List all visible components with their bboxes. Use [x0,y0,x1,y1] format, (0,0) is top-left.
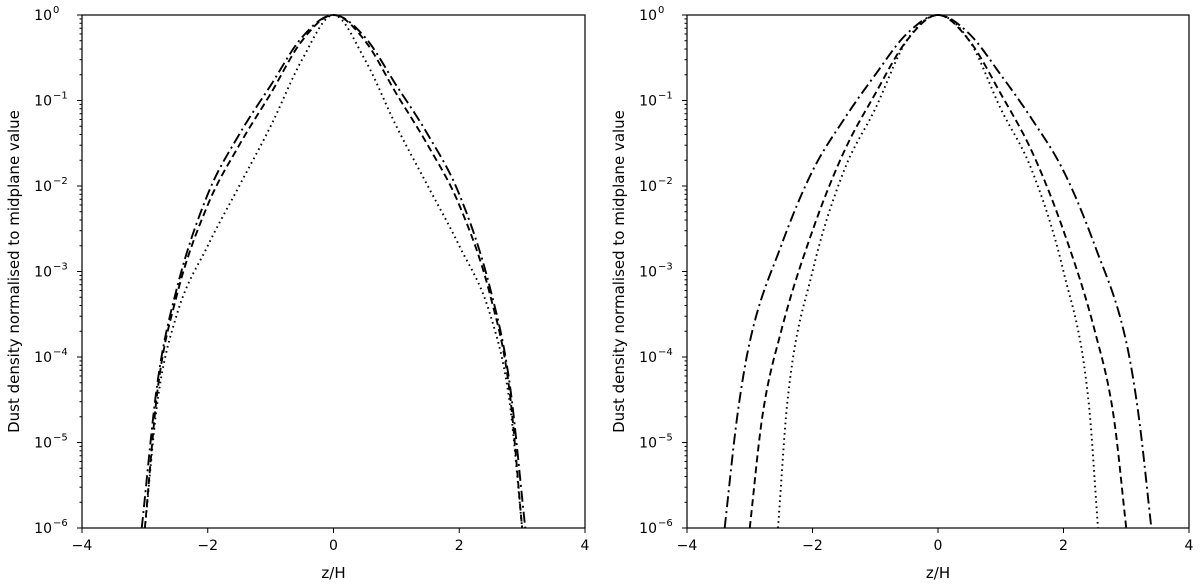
y-tick-label: 10 [34,8,52,24]
y-tick-base: 10 [639,8,657,24]
x-tick-label: 0 [934,538,943,554]
y-tick-exponent: −1 [53,91,68,102]
y-tick-label: 10 [639,521,657,537]
x-tick-label: 2 [1059,538,1068,554]
y-tick-exponent: −1 [658,91,673,102]
y-tick-base: 10 [34,436,52,452]
y-tick-base: 10 [639,94,657,110]
y-tick-label: 10 [34,521,52,537]
y-tick-exponent: −2 [658,176,673,187]
series-line-dotted [777,14,1099,529]
y-tick-base: 10 [34,179,52,195]
y-tick-base: 10 [34,265,52,281]
x-tick-label: 4 [581,538,590,554]
y-tick-label: 10 [639,94,657,110]
y-tick-label: 10 [34,94,52,110]
y-tick-exponent: −6 [53,518,68,529]
x-axis-label: z/H [321,564,345,582]
y-tick-label: 10 [34,265,52,281]
y-tick-label: 10 [639,436,657,452]
x-tick-label: 2 [455,538,464,554]
y-tick-exponent: −3 [53,262,68,273]
y-tick-exponent: −5 [658,433,673,444]
y-tick-label: 10 [639,350,657,366]
x-tick-label: −2 [197,538,218,554]
y-tick-label: 10 [34,436,52,452]
y-axis-label: Dust density normalised to midplane valu… [610,110,628,433]
y-tick-label: 10 [639,179,657,195]
y-tick-base: 10 [34,94,52,110]
y-tick-exponent: −5 [53,433,68,444]
series-line-dotted [143,14,524,529]
y-tick-base: 10 [34,521,52,537]
y-tick-base: 10 [639,350,657,366]
y-tick-base: 10 [639,179,657,195]
y-tick-label: 10 [34,179,52,195]
y-axis-label: Dust density normalised to midplane valu… [5,110,23,433]
y-tick-label: 10 [639,265,657,281]
y-tick-base: 10 [639,265,657,281]
y-tick-exponent: 0 [658,5,664,16]
y-tick-base: 10 [34,8,52,24]
left-panel: −4 −2 0 2 410−610−510−410−310−210−110 0z/HDus… [5,5,590,582]
series-line-dashdot [140,14,527,529]
series-line-dashdot [723,14,1153,529]
x-tick-label: −4 [677,538,698,554]
y-tick-exponent: −6 [658,518,673,529]
y-tick-exponent: −4 [658,347,673,358]
y-tick-base: 10 [639,436,657,452]
y-tick-label: 10 [34,350,52,366]
series-line-dashed [748,14,1128,529]
y-tick-exponent: 0 [53,5,59,16]
plot-frame [686,14,1190,529]
x-tick-label: 4 [1185,538,1194,554]
y-tick-base: 10 [639,521,657,537]
right-panel: −4 −2 0 2 410−610−510−410−310−210−110 0z/HDus… [610,5,1194,582]
y-tick-label: 10 [639,8,657,24]
y-tick-exponent: −3 [658,262,673,273]
plot-frame [81,14,586,529]
y-tick-base: 10 [34,350,52,366]
y-tick-exponent: −4 [53,347,68,358]
x-tick-label: −4 [72,538,93,554]
x-axis-label: z/H [926,564,950,582]
y-tick-exponent: −2 [53,176,68,187]
series-line-dashed [143,14,524,529]
x-tick-label: −2 [802,538,823,554]
x-tick-label: 0 [329,538,338,554]
